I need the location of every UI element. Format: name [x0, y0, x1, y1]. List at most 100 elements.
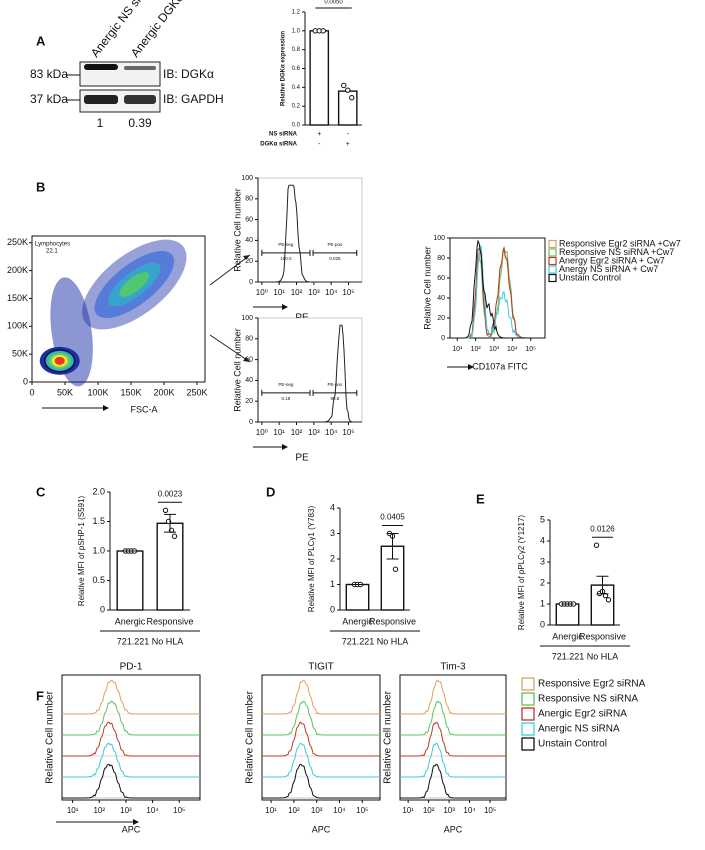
y-axis-label: Relative DGKα expression: [281, 31, 287, 106]
lane-label: Anergic DGKα siRNA: [128, 0, 209, 60]
gate: [44, 349, 76, 373]
histogram-curve: [262, 679, 380, 715]
x-tick-label: 10²: [288, 806, 300, 815]
y-tick-label: 2: [540, 577, 545, 587]
x-axis-label: FSC-A: [131, 404, 158, 414]
arrow: [209, 254, 251, 286]
legend-swatch: [521, 722, 535, 736]
x-tick-label: Responsive: [369, 616, 416, 626]
plot-frame: [257, 177, 363, 283]
histogram-curve: [62, 763, 200, 799]
density-cloud: [119, 272, 150, 297]
x-tick-label: 10⁵: [173, 806, 185, 815]
plot-frame: [61, 674, 201, 801]
y-tick-label: 250K: [7, 237, 28, 247]
gate-bar: [312, 389, 358, 396]
histogram-curve: [258, 324, 362, 423]
legend-label: Responsive NS siRNA: [538, 694, 638, 705]
x-tick-label: 10¹: [273, 428, 285, 437]
y-tick-label: 50K: [12, 349, 28, 359]
x-tick-label: 10²: [291, 428, 303, 437]
legend-label: Anergy Egr2 siRNA + Cw7: [559, 255, 665, 265]
legend-label: Anergic NS siRNA: [538, 724, 620, 735]
y-tick-label: 80: [437, 255, 445, 262]
condition-sign: -: [347, 131, 350, 138]
x-tick-label: 10⁵: [342, 428, 354, 437]
p-value: 0.0023: [158, 489, 183, 498]
gate-name: PE-neg: [278, 382, 294, 387]
y-tick-label: 0.6: [292, 66, 301, 72]
legend-label: Unstain Control: [538, 739, 607, 750]
y-tick-label: 0: [100, 604, 105, 614]
x-axis-label: APC: [122, 824, 141, 834]
y-tick-label: 0.2: [292, 104, 301, 110]
condition-sign: +: [317, 131, 321, 138]
x-tick-label: 0: [29, 387, 34, 397]
y-tick-label: 60: [245, 356, 253, 363]
gate-bar: [261, 249, 311, 256]
legend-label: Responsive Egr2 siRNA: [538, 679, 646, 690]
bar: [555, 603, 580, 626]
legend-swatch: [548, 273, 557, 283]
x-tick-label: Anergic: [552, 631, 583, 641]
gate-value: 0.026: [329, 256, 341, 261]
y-tick-label: 100: [241, 315, 253, 322]
y-tick-label: 40: [245, 377, 253, 384]
y-tick-label: 20: [245, 258, 253, 265]
y-tick-label: 0.8: [292, 47, 301, 53]
group-label: 721.221 No HLA: [117, 636, 184, 646]
y-tick-label: 0.0: [292, 123, 301, 129]
group-label: 721.221 No HLA: [342, 636, 409, 646]
marker-label: 37 kDa: [30, 92, 68, 106]
x-tick-label: 50K: [57, 387, 73, 397]
legend-label: Anergy NS siRNA + Cw7: [559, 264, 658, 274]
legend-swatch: [548, 265, 557, 274]
y-tick-label: 4: [540, 535, 545, 545]
y-tick-label: 100: [433, 235, 445, 242]
error-bar: [596, 575, 609, 595]
y-tick-label: 40: [437, 295, 445, 302]
x-tick-label: 10³: [308, 428, 320, 437]
condition-label: DGKα siRNA: [260, 142, 297, 148]
y-tick-label: 20: [245, 398, 253, 405]
panel-letter: D: [266, 484, 275, 499]
y-tick-label: 1.0: [292, 28, 301, 34]
error-bar: [386, 533, 399, 560]
bar: [156, 522, 184, 611]
gate-name: Lymphocytes: [35, 242, 70, 248]
data-point: [341, 82, 347, 89]
y-tick-label: 60: [245, 216, 253, 223]
x-tick-label: 10¹: [265, 806, 277, 815]
panel-letter: E: [476, 491, 485, 506]
panel-title: PD-1: [120, 662, 143, 673]
gate-value: 0.18: [282, 396, 291, 401]
y-tick-label: 150K: [7, 293, 28, 303]
gate-value: 100.0: [280, 256, 292, 261]
histogram-curve: [262, 700, 380, 736]
data-point: [162, 507, 169, 513]
x-tick-label: 150K: [120, 387, 141, 397]
p-value: 0.0050: [324, 0, 343, 6]
y-tick-label: 0: [23, 376, 28, 386]
gate-name: PE-pos: [328, 382, 344, 387]
y-axis-label: Relative Cell number: [383, 690, 394, 783]
x-tick-label: 10¹: [67, 806, 79, 815]
y-tick-label: 0: [249, 279, 253, 286]
group-label: 721.221 No HLA: [552, 651, 619, 661]
y-tick-label: 0: [540, 619, 545, 629]
y-axis-label: Relative Cell number: [422, 246, 432, 330]
arrow-head: [133, 819, 139, 825]
x-tick-label: 10³: [308, 288, 320, 297]
arrow-head: [468, 364, 474, 370]
x-tick-label: 10⁰: [256, 428, 268, 437]
condition-label: NS siRNA: [269, 132, 298, 138]
y-tick-label: 20: [437, 315, 445, 322]
x-axis-label: PE: [295, 453, 309, 464]
y-axis-label: Relative MFI of pSHP-1 (S591): [77, 496, 86, 607]
data-point: [392, 566, 399, 572]
y-tick-label: 1: [330, 579, 335, 589]
panel-title: Tim-3: [440, 662, 466, 673]
y-tick-label: 0: [249, 419, 253, 426]
gate-value: 99.8: [331, 396, 340, 401]
band: [84, 64, 118, 70]
